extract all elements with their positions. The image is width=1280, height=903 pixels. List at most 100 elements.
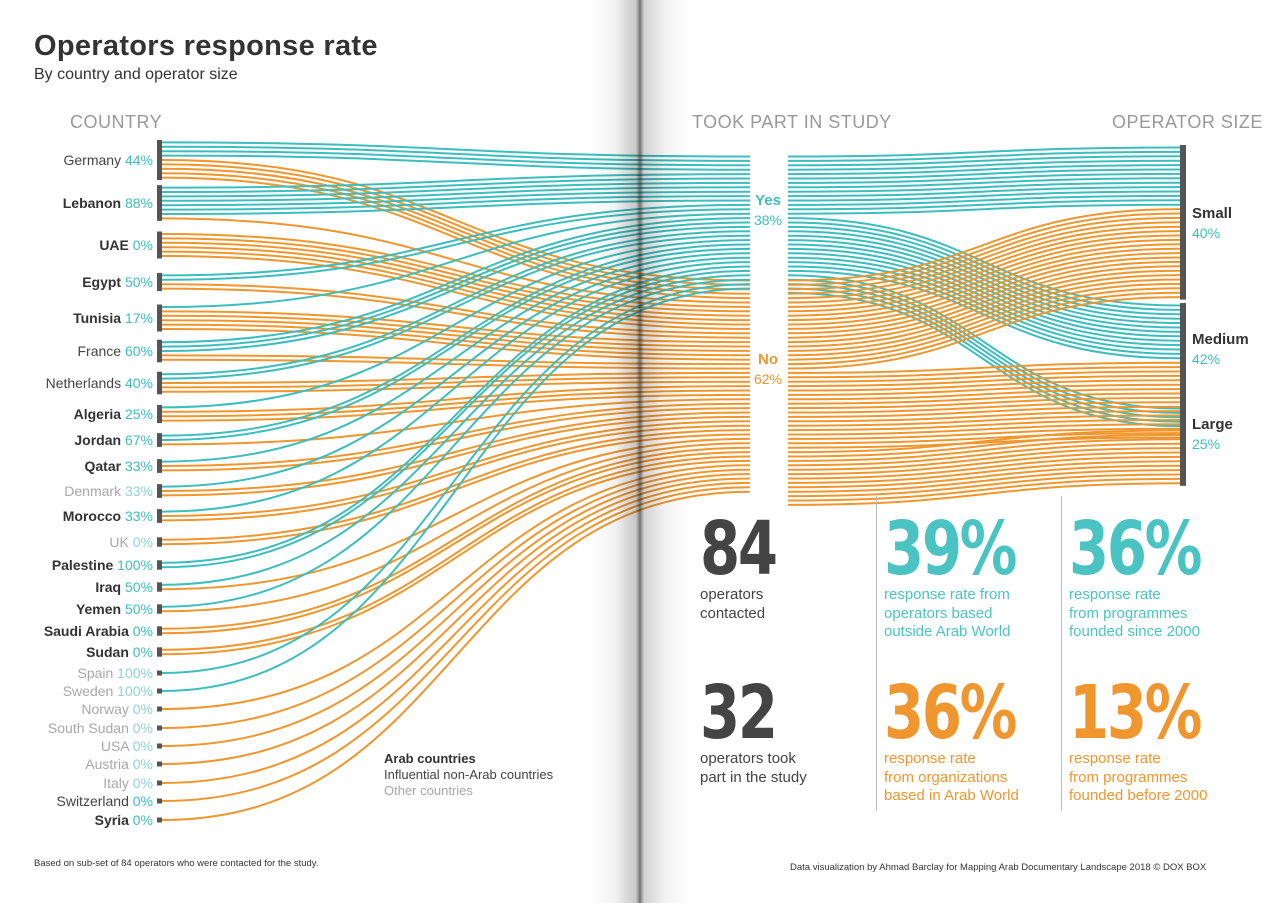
credit: Data visualization by Ahmad Barclay for …	[790, 862, 1207, 873]
flow-no	[787, 374, 1181, 388]
took-part-no-label: No	[758, 351, 778, 368]
flow-yes	[787, 159, 1181, 171]
flow-no	[787, 396, 1181, 410]
flow-no	[787, 243, 1181, 317]
stats-divider	[876, 496, 877, 811]
flow-no	[787, 252, 1181, 326]
country-label: Sweden 100%	[63, 683, 153, 699]
stat-caption-line: based in Arab World	[884, 787, 1019, 804]
flow-no	[787, 433, 1181, 458]
country-bar	[157, 725, 162, 731]
column-header-operator-size: OPERATOR SIZE	[1112, 112, 1263, 132]
flow-no	[787, 361, 1181, 374]
country-label: UAE 0%	[99, 237, 153, 253]
flow-no	[787, 287, 1181, 361]
flow-no	[787, 208, 1181, 282]
country-label: Germany 44%	[64, 152, 154, 168]
country-name: Qatar	[85, 458, 122, 474]
country-name: Netherlands	[46, 375, 122, 391]
country-bar	[157, 604, 162, 614]
flow-no	[787, 278, 1181, 352]
country-bar	[157, 743, 162, 749]
country-label: UK 0%	[109, 534, 153, 550]
legend-influential-countries: Influential non-Arab countries	[384, 767, 554, 782]
country-name: Sudan	[86, 644, 129, 660]
country-bar	[157, 231, 162, 259]
country-name: Egypt	[82, 274, 121, 290]
country-bar	[157, 509, 162, 523]
country-bar	[157, 404, 162, 424]
stat-caption: operators contacted	[700, 586, 890, 623]
country-name: Denmark	[64, 483, 122, 499]
country-rate: 50%	[121, 274, 153, 290]
took-part-yes-rate: 38%	[754, 212, 782, 228]
country-bar	[157, 371, 162, 395]
flow-yes	[787, 177, 1181, 189]
stat-caption: response rate from programmes founded si…	[1069, 586, 1259, 642]
stat-caption-line: founded before 2000	[1069, 787, 1208, 804]
flow-no	[787, 247, 1181, 322]
country-bar	[157, 647, 162, 657]
flow-no	[787, 477, 1181, 502]
country-rate: 0%	[129, 644, 153, 660]
country-rate: 33%	[121, 508, 153, 524]
flow-no	[161, 477, 751, 765]
node-bars	[157, 139, 1186, 823]
flow-no	[787, 429, 1181, 454]
country-label: USA 0%	[101, 738, 153, 754]
flow-no	[787, 410, 1181, 423]
size-label: Medium	[1192, 331, 1249, 348]
flow-no	[787, 216, 1181, 291]
country-name: UK	[109, 534, 129, 550]
flow-no	[161, 389, 751, 418]
size-rate: 40%	[1192, 225, 1220, 241]
country-bar	[157, 459, 162, 473]
country-bar	[157, 185, 162, 221]
flow-no	[787, 370, 1181, 383]
stat-caption-line: response rate	[1069, 750, 1161, 767]
country-label: Yemen 50%	[76, 601, 153, 617]
flow-no	[787, 469, 1181, 493]
flow-no	[161, 437, 751, 591]
country-name: Spain	[77, 665, 113, 681]
flow-no	[787, 414, 1181, 427]
stat-value: 36%	[1069, 506, 1202, 592]
country-bar	[157, 484, 162, 498]
country-rate: 100%	[113, 665, 153, 681]
flow-no	[787, 482, 1181, 506]
flow-no	[787, 418, 1181, 432]
flow-yes	[787, 168, 1181, 180]
country-name: Sweden	[63, 683, 114, 699]
flow-no	[787, 260, 1181, 335]
footnote: Based on sub-set of 84 operators who wer…	[34, 858, 319, 869]
stat-caption-line: from programmes	[1069, 604, 1188, 622]
flow-no	[787, 221, 1181, 295]
flow-no	[787, 442, 1181, 467]
country-rate: 33%	[121, 483, 153, 499]
country-label: Algeria 25%	[74, 406, 153, 422]
country-label: Iraq 50%	[95, 579, 153, 595]
country-bar	[157, 761, 162, 767]
country-rate: 17%	[121, 310, 153, 326]
country-bar	[157, 817, 162, 823]
country-flows	[161, 141, 751, 821]
country-bar	[157, 780, 162, 786]
flow-no	[787, 282, 1181, 357]
flow-no	[787, 265, 1181, 339]
country-label: Qatar 33%	[85, 458, 154, 474]
stat-caption-line: from programmes	[1069, 768, 1188, 786]
stat-caption-line: founded since 2000	[1069, 623, 1200, 640]
country-label: France 60%	[78, 343, 154, 359]
page-title: Operators response rate	[34, 30, 378, 62]
country-rate: 0%	[129, 623, 153, 639]
country-rate: 88%	[121, 195, 153, 211]
flow-no	[787, 436, 1181, 449]
flow-yes	[787, 155, 1181, 167]
country-label: Syria 0%	[95, 812, 153, 828]
country-rate: 50%	[121, 601, 153, 617]
country-name: South Sudan	[48, 720, 129, 736]
country-name: Lebanon	[63, 195, 121, 211]
stat-caption-line: response rate	[884, 750, 976, 767]
column-header-took-part: TOOK PART IN STUDY	[692, 112, 892, 132]
country-rate: 40%	[121, 375, 153, 391]
